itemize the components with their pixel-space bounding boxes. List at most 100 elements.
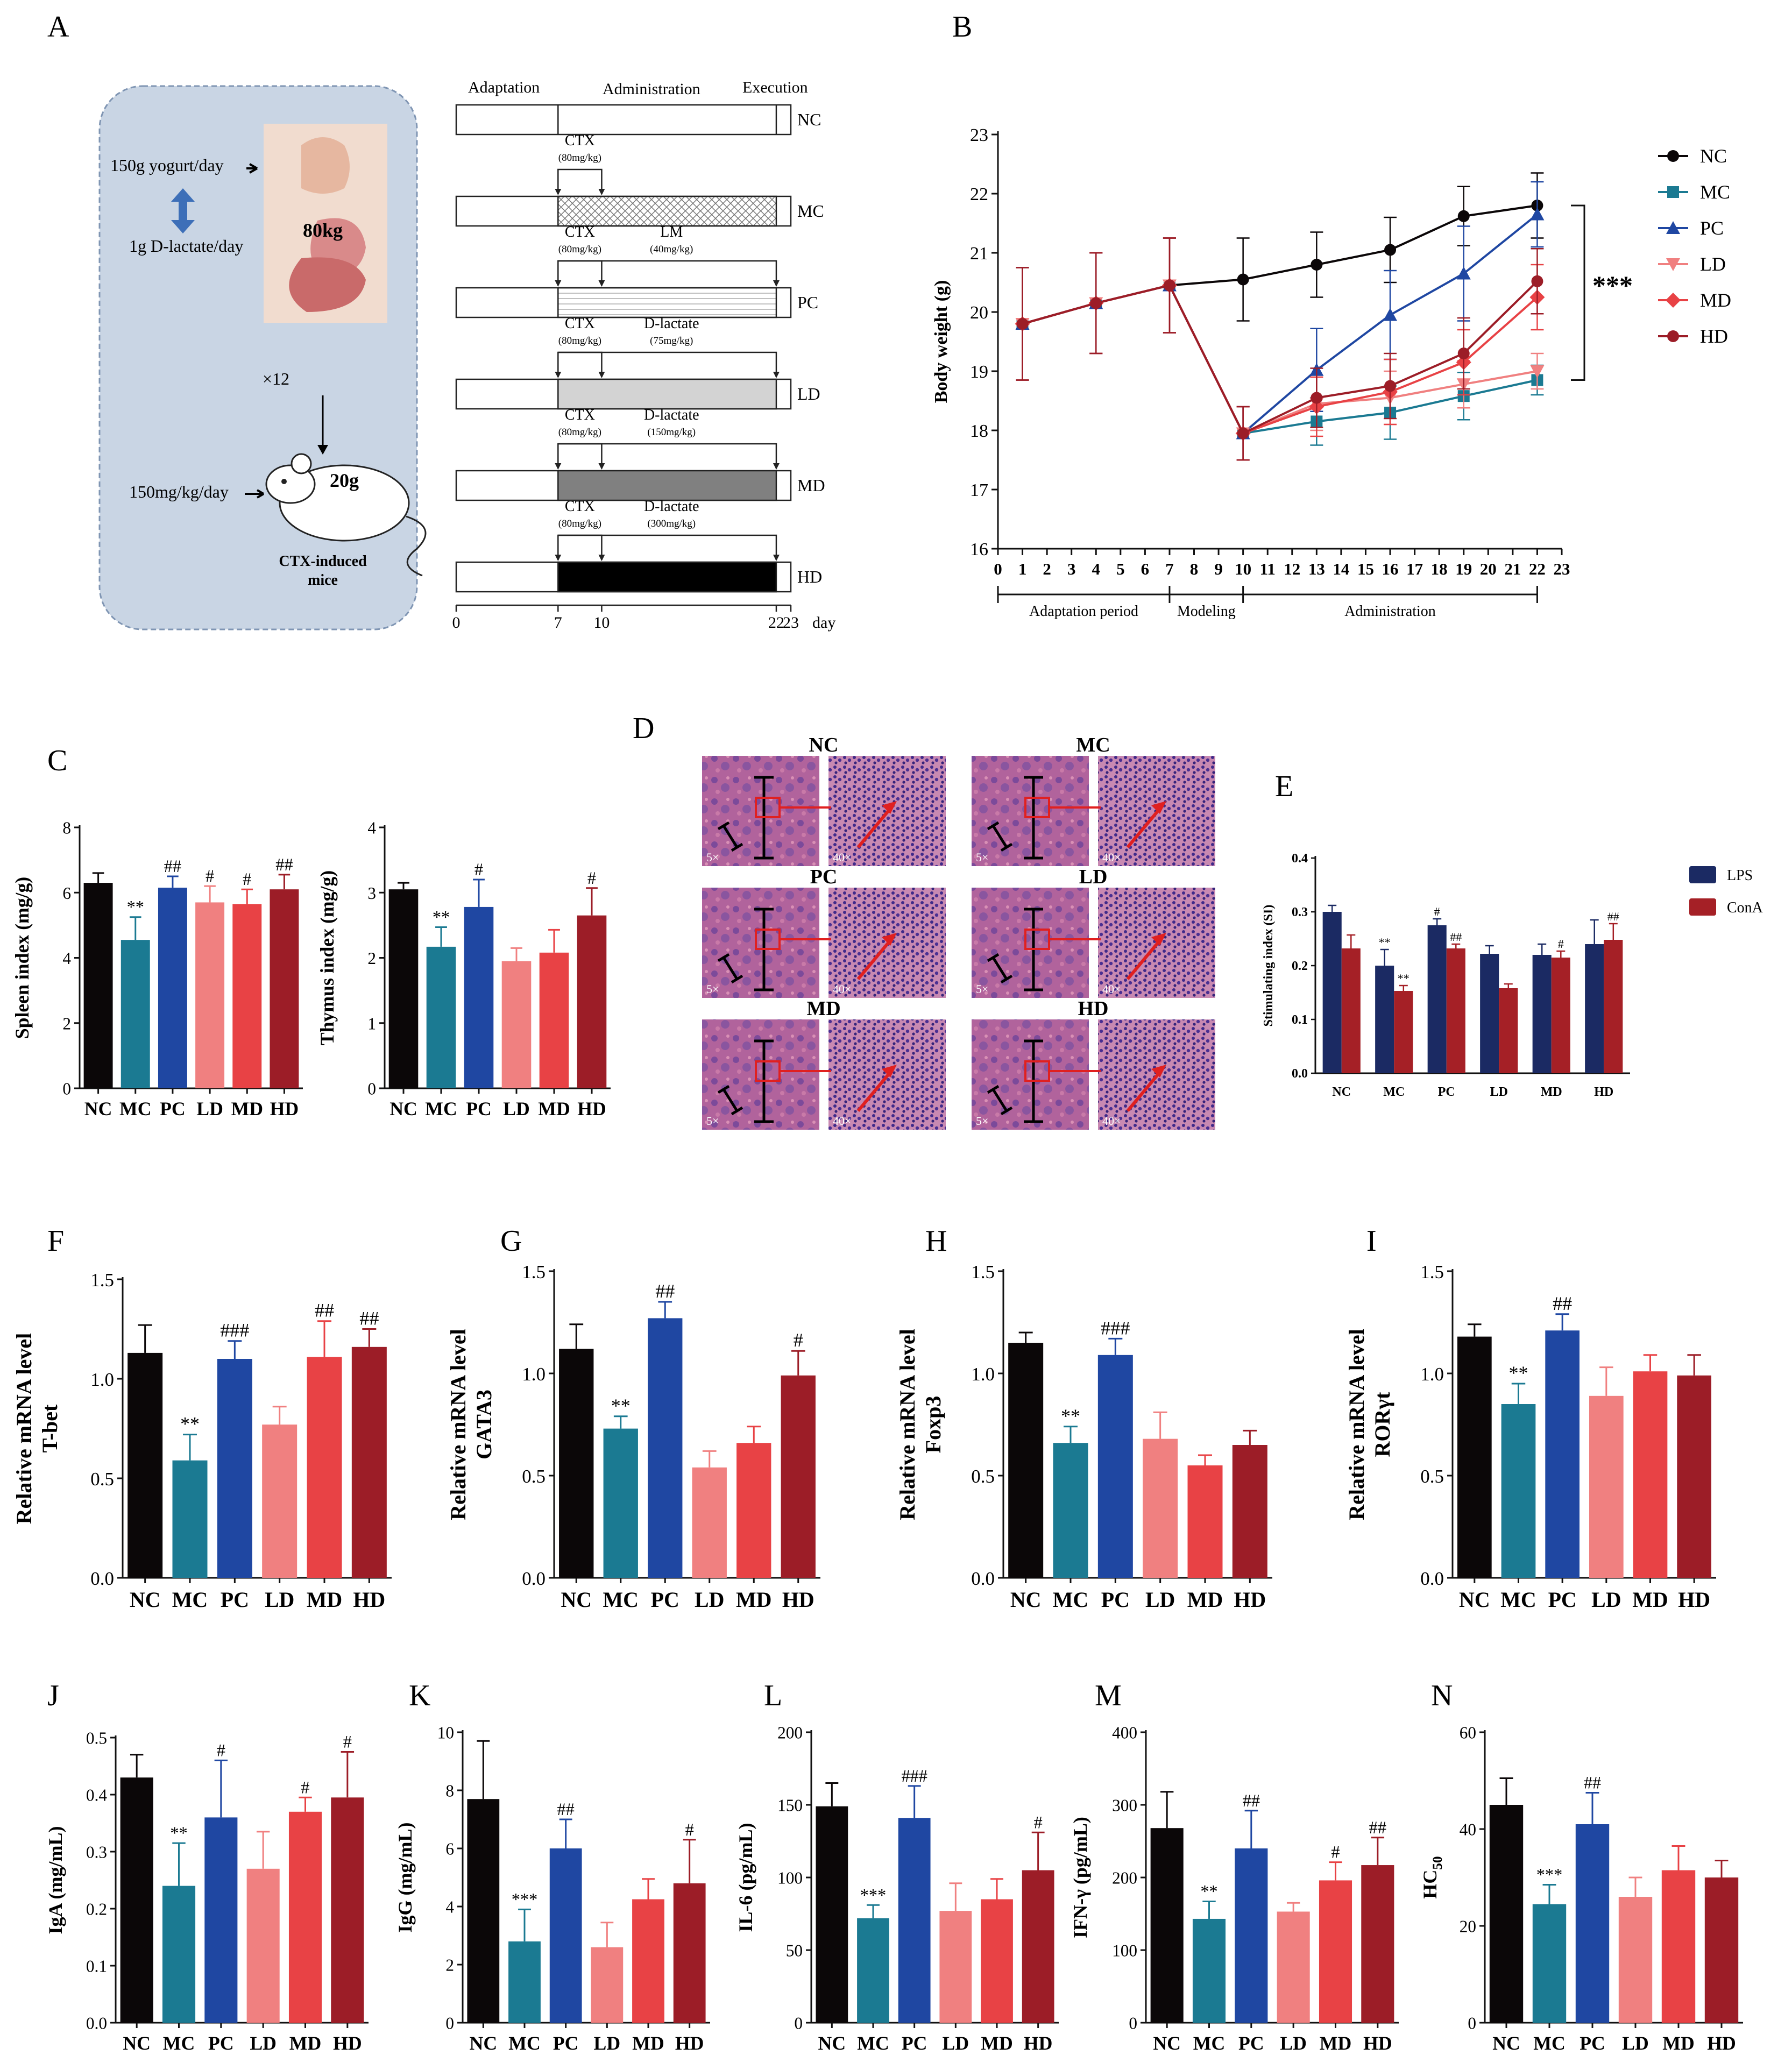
y-tick-label: 300 [1112,1796,1137,1815]
medulla-marker [987,953,1013,984]
panel-f-tbet-chart: 0.0 0.5 1.0 1.5 NC ** MC ### PC LD ## MD ## HD Relativ… [12,1270,392,1612]
treatment-segment [557,195,777,227]
bar-md [1187,1465,1223,1578]
significance-label-pc: ## [1553,1293,1572,1314]
panel-h-foxp3-chart: 0.0 0.5 1.0 1.5 NC ** MC ### PC LD MD HD Relative mR… [895,1262,1272,1612]
bar-md [539,952,569,1088]
drug-arrowhead [773,463,780,470]
x-tick-label: 14 [1333,559,1349,578]
y-tick-label: 1.0 [522,1364,546,1385]
x-tick-label-hd: HD [1594,1085,1613,1099]
bar-mc [162,1886,196,2023]
bar-ld [501,961,532,1088]
bar-hd [673,1883,706,2023]
significance-label-pc: # [217,1740,225,1760]
y-tick-label: 0.5 [90,1469,114,1490]
y-tick-label: 10 [437,1724,454,1742]
bar-nc [467,1799,500,2023]
panel-i-rorgt-chart: 0.0 0.5 1.0 1.5 NC ** MC ## PC LD MD HD Relative mRN… [1344,1262,1716,1612]
x-tick-label-md: MD [289,2032,321,2054]
legend-label-cona: ConA [1727,899,1763,916]
bar-mc [1053,1443,1088,1578]
histology-group-label: MD [806,997,840,1020]
panel-letter-D: D [633,712,654,745]
magnification-low: 5× [706,1114,719,1128]
bar-lps-nc [1322,912,1342,1073]
x-tick-label: 6 [1141,559,1150,578]
bar-hd [1232,1445,1267,1578]
bar-cona-md [1551,958,1570,1073]
magnification-high: 40× [833,851,851,864]
x-tick-label-mc: MC [119,1098,151,1119]
y-tick-label: 0.5 [1420,1466,1444,1487]
timeline-tick-label: 7 [554,614,562,632]
y-tick-label: 20 [1460,1917,1476,1936]
schedule-row-nc: NC [455,104,821,136]
x-tick-label-mc: MC [1533,2032,1565,2054]
bar-ld [1589,1395,1624,1578]
data-point-nc [1237,273,1249,286]
panel-letter-C: C [47,744,67,777]
mouse-dose-arrow [245,489,265,499]
bar-pc [158,888,187,1088]
y-tick-label: 0 [367,1080,376,1099]
x-tick-label-mc: MC [1053,1588,1088,1612]
bar-nc [1457,1336,1492,1578]
legend-label-mc: MC [1700,181,1730,203]
bar-md [981,1899,1013,2023]
significance-label-mc: ** [1061,1405,1080,1427]
bar-pc [898,1818,931,2023]
legend-marker-hd [1667,330,1679,342]
y-axis-label: HC50 [1419,1856,1445,1898]
panel-d-histology: NC5× 40×MC5× 40×PC5× 40×LD5× 40×MD5× 40×HD5× 4… [702,734,1215,1130]
significance-label-mc: ** [1200,1882,1217,1901]
y-tick-label: 18 [970,421,988,441]
histology-group-label: LD [1079,866,1108,888]
bar-ld [591,1947,624,2023]
x-tick-label: 18 [1431,559,1448,578]
data-point-hd [1237,427,1249,440]
y-tick-label: 6 [62,884,71,903]
bar-ld [262,1425,298,1578]
conversion-factor: ×12 [263,369,289,388]
significance-label-hd: ## [275,855,293,874]
bar-pc [1097,1355,1133,1578]
bar-hd [577,915,607,1088]
bar-md [736,1443,771,1578]
x-tick-label: 0 [994,559,1002,578]
bar-md [632,1899,664,2023]
x-tick-label-pc: PC [466,1098,492,1119]
x-tick-label-md: MD [307,1588,342,1612]
significance-label-hd: ## [1369,1818,1386,1837]
ctx-bracket [557,260,603,286]
y-tick-label: 0.2 [86,1900,107,1919]
magnification-low: 5× [706,982,719,996]
bar-nc [128,1352,163,1578]
significance-label-hd: # [343,1732,352,1752]
y-tick-label: 2 [445,1956,454,1975]
x-tick-label-md: MD [1187,1588,1223,1612]
significance-label-md: ## [315,1300,334,1321]
timeline-tick-label: 10 [593,614,610,632]
bar-nc [1150,1828,1184,2023]
treatment-segment [557,470,777,501]
y-tick-label: 100 [1112,1941,1137,1960]
y-axis-label-gene: GATA3 [472,1390,496,1459]
conversion-arrowhead [317,445,328,455]
treat-label: CTX [565,132,595,149]
bar-nc [1008,1343,1044,1578]
x-tick-label: 8 [1190,559,1199,578]
bar-lps-ld [1480,954,1499,1073]
histology-low-mag-image [972,888,1089,998]
bar-pc [217,1359,252,1578]
group-label-mc: MC [797,201,824,221]
y-tick-label: 1.5 [90,1270,114,1291]
drug-dose: (300mg/kg) [647,518,696,529]
bar-md [1319,1880,1352,2023]
significance-label-pc: ### [901,1766,927,1785]
histology-low-mag-image [972,1019,1089,1130]
arrow-indicator [856,936,895,980]
panel-letter-K: K [409,1679,430,1712]
timeline-tick-label: 23 [783,614,799,632]
